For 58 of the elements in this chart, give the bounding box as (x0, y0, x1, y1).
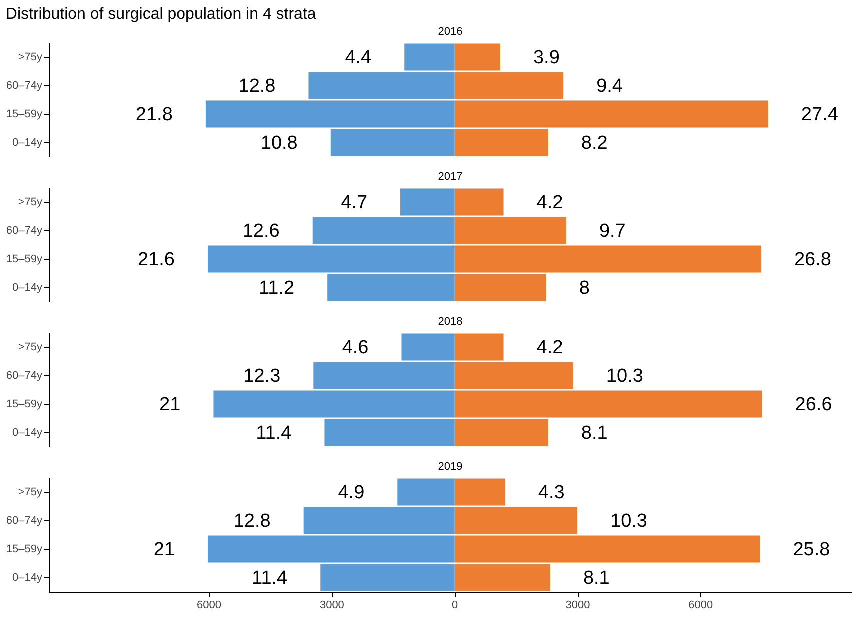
annotation: 11.2 (259, 278, 295, 299)
annotation: 4.6 (342, 337, 369, 358)
annotation: 10.3 (606, 366, 644, 387)
annotation: 12.8 (234, 510, 271, 532)
annotation: 4.2 (536, 337, 564, 358)
y-tick-label: 15–59y (6, 398, 43, 410)
x-tick-label: 3000 (320, 600, 344, 612)
annotation: 21.6 (138, 249, 175, 270)
annotation: 3.9 (533, 47, 560, 68)
y-tick-label: 0–14y (12, 572, 43, 584)
annotation: 12.8 (238, 76, 276, 97)
y-tick-label: >75y (18, 196, 43, 208)
annotation: 8.2 (581, 132, 608, 154)
annotation: 8 (579, 278, 590, 299)
y-tick-label: 15–59y (6, 543, 43, 556)
y-tick-label: 60–74y (6, 80, 43, 92)
annotation: 9.4 (596, 76, 624, 97)
annotation: 27.4 (801, 104, 839, 126)
annotation: 8.1 (581, 422, 608, 444)
y-tick-label: >75y (18, 51, 43, 64)
annotation: 10.3 (610, 510, 648, 532)
x-tick-label: 0 (452, 600, 458, 612)
y-tick-label: 60–74y (6, 370, 43, 382)
chart-title: Distribution of surgical population in 4 strata (6, 6, 316, 23)
chart-subtitle: 2017 (438, 171, 463, 183)
annotation: 21.8 (136, 104, 173, 126)
annotation: 12.6 (242, 220, 280, 242)
annotation: 4.3 (538, 482, 565, 504)
annotation: 4.4 (345, 47, 372, 68)
annotation: 4.9 (338, 482, 365, 504)
annotation: 21 (154, 539, 175, 560)
x-tick-label: 6000 (688, 600, 714, 612)
chart-subtitle: 2016 (438, 26, 463, 38)
y-tick-label: >75y (18, 341, 43, 354)
annotation: 8.1 (583, 568, 610, 589)
chart-subtitle: 2019 (438, 461, 463, 473)
annotation: 26.8 (794, 249, 832, 270)
annotation: 4.7 (341, 192, 368, 214)
annotation: 21 (160, 394, 181, 416)
x-tick-label: 3000 (566, 600, 590, 612)
x-tick-label: 6000 (197, 600, 222, 612)
y-tick-label: 15–59y (6, 108, 43, 120)
y-tick-label: >75y (18, 486, 43, 498)
y-tick-label: 0–14y (12, 136, 43, 149)
annotation: 4.2 (536, 192, 564, 214)
annotation: 25.8 (793, 539, 830, 560)
annotation: 11.4 (252, 568, 288, 589)
annotation: 12.3 (244, 366, 281, 387)
annotation: 9.7 (599, 220, 626, 242)
annotation: 26.6 (795, 394, 832, 416)
y-tick-label: 0–14y (12, 282, 43, 294)
y-tick-label: 0–14y (12, 426, 43, 439)
y-tick-label: 15–59y (6, 253, 43, 266)
annotation: 10.8 (260, 132, 298, 154)
annotation: 11.4 (256, 422, 292, 444)
y-tick-label: 60–74y (6, 224, 43, 237)
y-tick-label: 60–74y (6, 514, 43, 527)
chart-subtitle: 2018 (438, 316, 463, 328)
